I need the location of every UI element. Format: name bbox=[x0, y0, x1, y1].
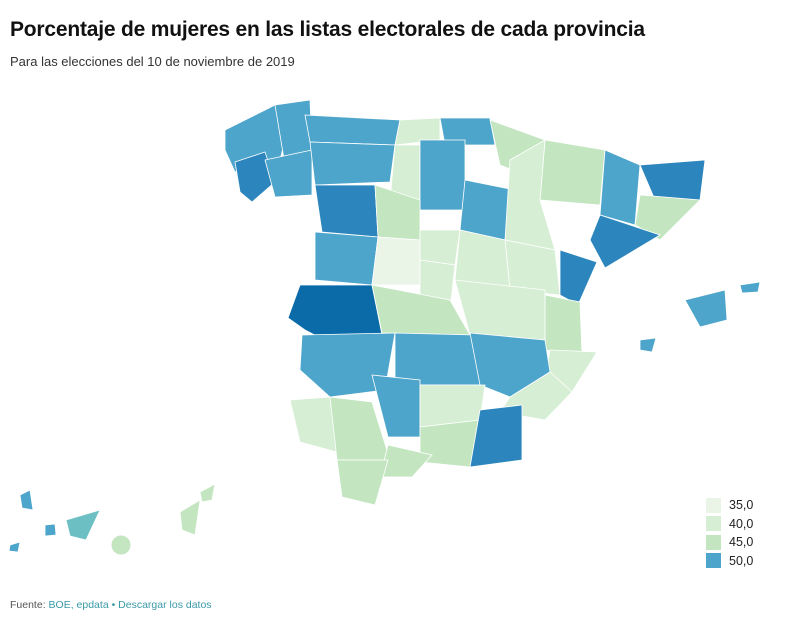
province-region[interactable] bbox=[314, 231, 379, 286]
province-region[interactable] bbox=[439, 117, 496, 146]
legend-swatch bbox=[706, 516, 721, 532]
province-region[interactable] bbox=[8, 541, 21, 553]
province-region[interactable] bbox=[559, 249, 598, 306]
province-region[interactable] bbox=[314, 184, 379, 238]
province-region[interactable] bbox=[419, 139, 466, 211]
province-region[interactable] bbox=[19, 489, 34, 511]
legend-swatch bbox=[706, 553, 721, 569]
legend-label: 45,0 bbox=[729, 535, 754, 550]
province-region[interactable] bbox=[634, 194, 701, 241]
separator: • bbox=[108, 599, 119, 611]
province-region[interactable] bbox=[110, 534, 132, 556]
source-link[interactable]: BOE, epdata bbox=[48, 599, 109, 611]
province-region[interactable] bbox=[289, 396, 338, 453]
province-region[interactable] bbox=[65, 509, 101, 541]
legend-label: 50,0 bbox=[729, 553, 754, 568]
source-line: Fuente: BOE, epdata • Descargar los dato… bbox=[10, 599, 212, 611]
province-region[interactable] bbox=[599, 149, 641, 226]
province-region[interactable] bbox=[639, 159, 706, 201]
province-region[interactable] bbox=[394, 332, 481, 386]
province-region[interactable] bbox=[264, 149, 313, 198]
legend-swatch bbox=[706, 497, 721, 513]
province-region[interactable] bbox=[684, 289, 728, 328]
province-region[interactable] bbox=[179, 499, 201, 536]
province-region[interactable] bbox=[309, 141, 396, 186]
legend-item: 50,0 bbox=[706, 552, 753, 571]
province-region[interactable] bbox=[639, 337, 657, 353]
province-region[interactable] bbox=[44, 523, 57, 537]
legend-label: 35,0 bbox=[729, 498, 754, 513]
download-data-link[interactable]: Descargar los datos bbox=[118, 599, 212, 611]
province-region[interactable] bbox=[419, 229, 461, 266]
province-region[interactable] bbox=[304, 114, 401, 146]
province-region[interactable] bbox=[469, 404, 523, 468]
province-region[interactable] bbox=[589, 214, 661, 269]
legend-label: 40,0 bbox=[729, 516, 754, 531]
source-prefix: Fuente: bbox=[10, 599, 49, 611]
chart-title: Porcentaje de mujeres en las listas elec… bbox=[10, 18, 645, 41]
legend-swatch bbox=[706, 534, 721, 550]
legend-item: 40,0 bbox=[706, 515, 753, 534]
province-region[interactable] bbox=[454, 279, 546, 341]
legend-item: 45,0 bbox=[706, 533, 753, 552]
province-region[interactable] bbox=[336, 459, 389, 506]
province-region[interactable] bbox=[234, 151, 276, 203]
legend: 35,0 40,0 45,0 50,0 bbox=[706, 496, 753, 570]
legend-item: 35,0 bbox=[706, 496, 753, 515]
province-region[interactable] bbox=[299, 332, 396, 398]
province-region[interactable] bbox=[504, 139, 556, 251]
province-region[interactable] bbox=[544, 294, 583, 356]
province-region[interactable] bbox=[539, 139, 606, 206]
province-region[interactable] bbox=[199, 483, 216, 503]
province-region[interactable] bbox=[371, 236, 421, 286]
province-region[interactable] bbox=[739, 281, 761, 294]
chart-subtitle: Para las elecciones del 10 de noviembre … bbox=[10, 54, 295, 69]
